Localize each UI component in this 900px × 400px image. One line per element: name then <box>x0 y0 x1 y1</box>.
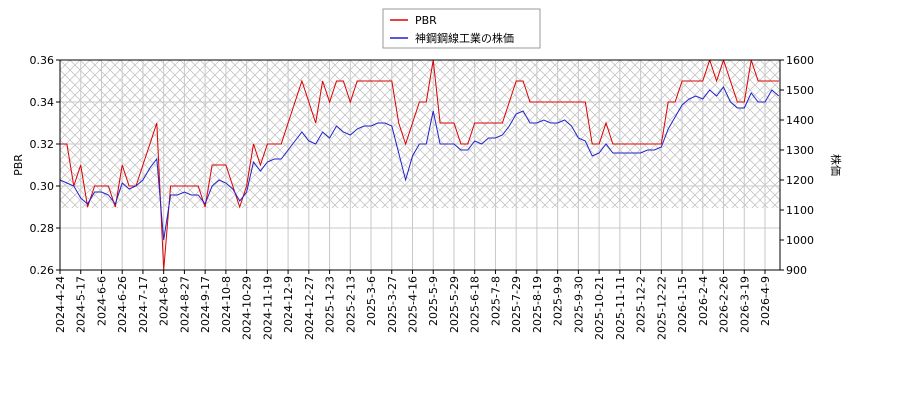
y2-axis-label: 株価 <box>829 154 843 176</box>
x-tick-label: 2025-7-29 <box>510 276 523 333</box>
x-tick-label: 2025-9-9 <box>552 276 565 326</box>
y-axis-label: PBR <box>12 154 25 176</box>
series-line <box>60 60 779 270</box>
hatched-band <box>60 60 780 208</box>
y2-tick-label: 900 <box>786 264 807 277</box>
series-line <box>60 86 780 241</box>
x-tick-label: 2026-2-4 <box>697 276 710 326</box>
y2-tick-label: 1600 <box>786 54 814 67</box>
legend <box>382 8 541 49</box>
x-tick-label: 2026-2-26 <box>718 276 731 333</box>
y2-tick-label: 1400 <box>786 114 814 127</box>
y-tick-label: 0.28 <box>30 222 55 235</box>
y2-tick-label: 1300 <box>786 144 814 157</box>
x-tick-label: 2024-4-24 <box>54 276 67 333</box>
x-tick-label: 2024-9-17 <box>199 276 212 333</box>
x-tick-label: 2025-3-6 <box>365 276 378 326</box>
x-tick-label: 2025-5-9 <box>427 276 440 326</box>
x-tick-label: 2025-5-29 <box>448 276 461 333</box>
legend-label: PBR <box>415 14 437 27</box>
x-tick-label: 2025-3-27 <box>386 276 399 333</box>
x-tick-label: 2024-10-29 <box>241 276 254 340</box>
y-tick-label: 0.26 <box>30 264 55 277</box>
y2-tick-label: 1000 <box>786 234 814 247</box>
y-tick-label: 0.34 <box>30 96 55 109</box>
x-tick-label: 2025-9-30 <box>572 276 585 333</box>
x-tick-label: 2025-8-19 <box>531 276 544 333</box>
y2-tick-label: 1200 <box>786 174 814 187</box>
x-tick-label: 2025-12-22 <box>655 276 668 340</box>
y-tick-label: 0.30 <box>30 180 55 193</box>
x-tick-label: 2026-4-9 <box>759 276 772 326</box>
legend-label: 神鋼鋼線工業の株価 <box>415 31 514 45</box>
x-tick-label: 2025-2-13 <box>344 276 357 333</box>
y2-tick-label: 1100 <box>786 204 814 217</box>
x-tick-label: 2025-1-23 <box>324 276 337 333</box>
y-tick-label: 0.36 <box>30 54 55 67</box>
x-tick-label: 2024-6-6 <box>95 276 108 326</box>
x-tick-label: 2024-8-27 <box>178 276 191 333</box>
x-tick-label: 2024-10-8 <box>220 276 233 333</box>
x-tick-label: 2024-12-27 <box>303 276 316 340</box>
x-tick-label: 2024-7-17 <box>137 276 150 333</box>
x-tick-label: 2025-4-16 <box>407 276 420 333</box>
x-tick-label: 2024-5-17 <box>75 276 88 333</box>
x-tick-label: 2025-10-21 <box>593 276 606 340</box>
x-tick-label: 2024-8-6 <box>158 276 171 326</box>
x-tick-label: 2026-3-19 <box>738 276 751 333</box>
x-tick-label: 2024-11-19 <box>261 276 274 340</box>
y-tick-label: 0.32 <box>30 138 55 151</box>
x-tick-label: 2025-7-8 <box>489 276 502 326</box>
x-tick-label: 2026-1-15 <box>676 276 689 333</box>
x-tick-label: 2025-12-2 <box>635 276 648 333</box>
y2-tick-label: 1500 <box>786 84 814 97</box>
x-tick-label: 2024-6-26 <box>116 276 129 333</box>
x-tick-label: 2025-11-11 <box>614 276 627 340</box>
x-tick-label: 2025-6-18 <box>469 276 482 333</box>
x-tick-label: 2024-12-9 <box>282 276 295 333</box>
plot-frame <box>59 59 781 271</box>
